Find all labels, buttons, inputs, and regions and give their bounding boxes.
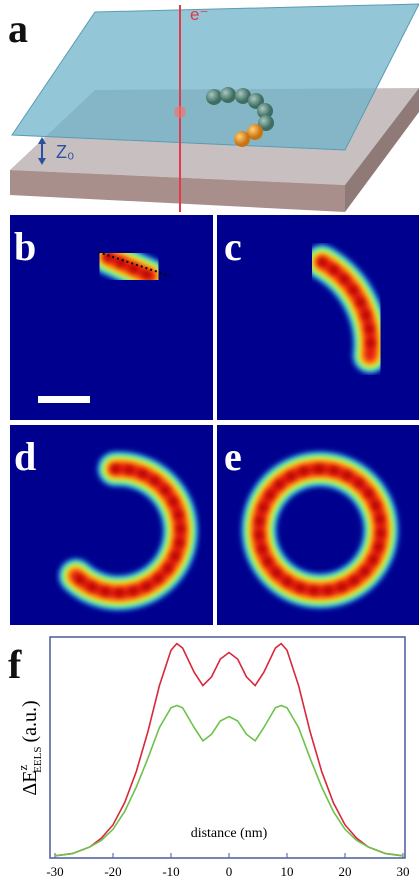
series-line xyxy=(54,704,404,857)
y-label: ΔEz EELS (a.u.) xyxy=(15,700,44,795)
x-tick-label: 30 xyxy=(397,864,410,879)
intensity-map xyxy=(305,245,388,373)
panel-letter: c xyxy=(224,224,242,269)
beam-label: e⁻ xyxy=(190,5,208,24)
ring-dots xyxy=(318,258,375,360)
x-tick-label: -20 xyxy=(104,864,121,879)
panel-letter: e xyxy=(224,434,242,479)
plane xyxy=(11,3,419,151)
panel-c: c xyxy=(217,215,419,420)
ring-dots xyxy=(254,465,385,595)
intensity-map xyxy=(241,452,398,608)
panel-f: f distance (nm) ΔEz EELS (a.u.) -30 -20 -10 0… xyxy=(8,636,410,879)
height-label: Z₀ xyxy=(56,142,74,162)
series-line xyxy=(54,642,404,857)
ring-dots xyxy=(72,464,185,597)
arrow-head xyxy=(38,137,46,144)
slab-side xyxy=(345,88,419,212)
x-tick-label: -30 xyxy=(46,864,63,879)
panel-a: a e⁻ Z₀ xyxy=(8,3,419,212)
panel-letter: b xyxy=(14,224,36,269)
y-label-main: ΔE xyxy=(19,771,41,796)
x-tick-label: 0 xyxy=(226,864,233,879)
beam-spot xyxy=(174,106,186,118)
arrow-head xyxy=(38,158,46,165)
x-tick-label: 10 xyxy=(281,864,294,879)
panel-b: b xyxy=(10,215,213,420)
panel-letter: a xyxy=(8,6,28,51)
scale-bar xyxy=(38,396,90,403)
plot-frame xyxy=(49,636,406,859)
intensity-map xyxy=(91,240,167,293)
slab-front xyxy=(10,170,345,212)
intensity-map xyxy=(59,451,198,610)
panel-d: d xyxy=(10,425,213,625)
panel-letter: d xyxy=(14,434,36,479)
x-tick-label: 20 xyxy=(339,864,352,879)
panel-e: e xyxy=(217,425,419,625)
x-label: distance (nm) xyxy=(191,826,268,841)
chain xyxy=(206,87,274,147)
panel-letter: f xyxy=(8,642,22,687)
x-tick-label: -10 xyxy=(162,864,179,879)
y-label-unit: (a.u.) xyxy=(19,700,41,742)
y-label-sup: z xyxy=(15,765,30,771)
y-label-sub: EELS xyxy=(32,747,44,773)
ring-dots xyxy=(104,253,154,280)
